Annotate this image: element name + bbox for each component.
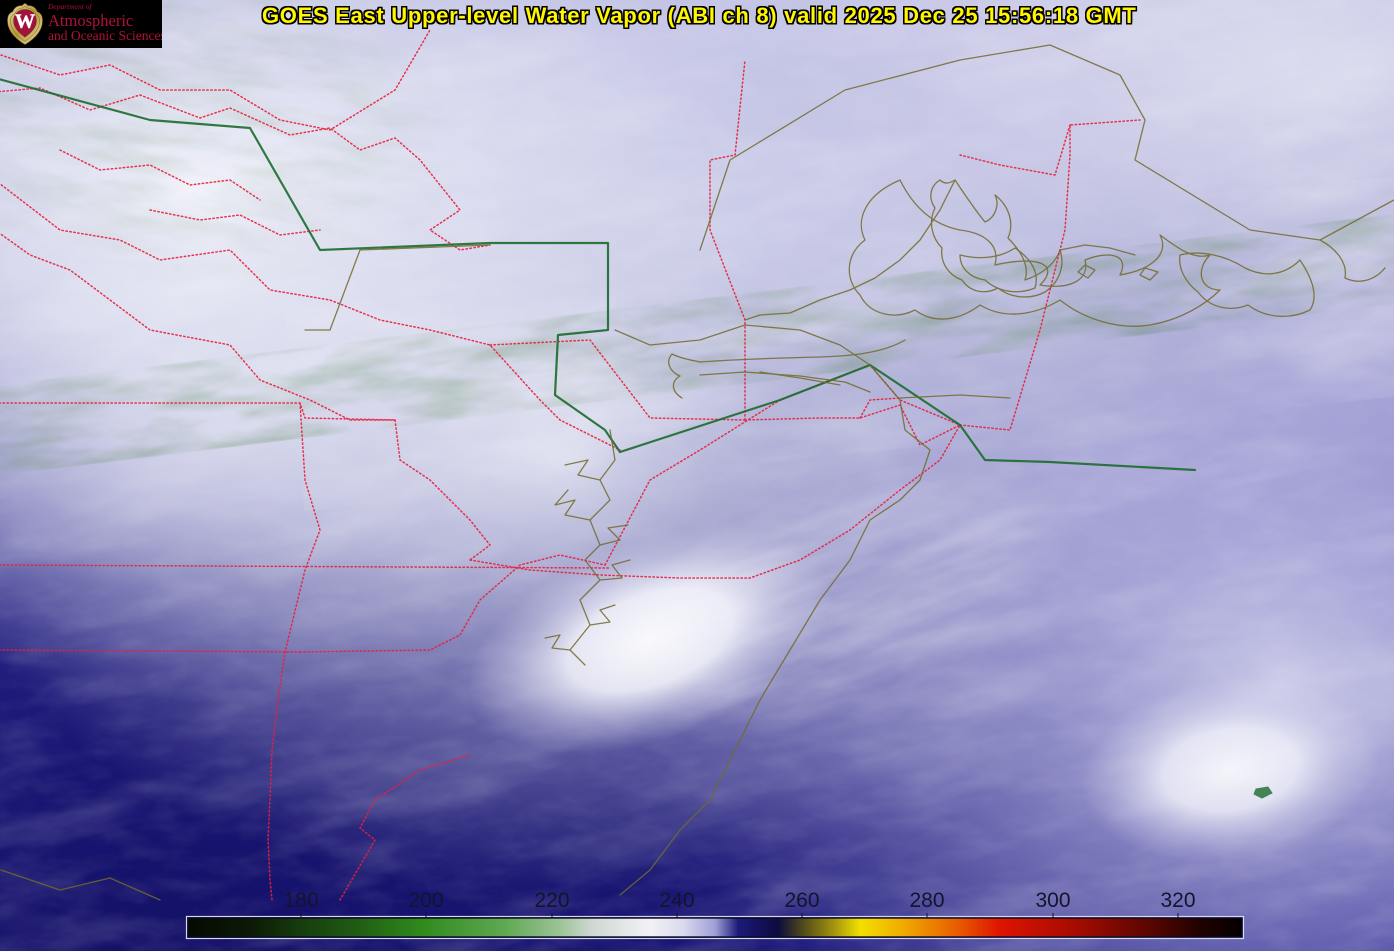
svg-text:320: 320 (1160, 889, 1195, 912)
svg-text:220: 220 (534, 889, 569, 912)
svg-text:260: 260 (784, 889, 819, 912)
svg-text:240: 240 (659, 889, 694, 912)
svg-text:280: 280 (909, 889, 944, 912)
svg-text:W: W (15, 11, 35, 33)
svg-text:200: 200 (408, 889, 443, 912)
svg-text:300: 300 (1035, 889, 1070, 912)
svg-text:180: 180 (283, 889, 318, 912)
